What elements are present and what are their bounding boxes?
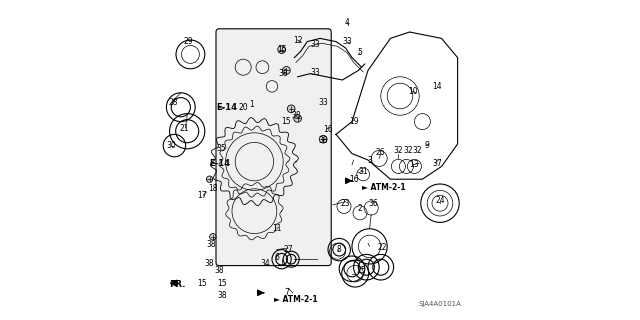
Text: 38: 38	[278, 69, 288, 78]
Text: 4: 4	[345, 18, 349, 27]
Text: 35: 35	[216, 144, 226, 153]
Text: 9: 9	[425, 141, 429, 150]
Text: ► ATM-2-1: ► ATM-2-1	[362, 183, 405, 192]
Text: 15: 15	[282, 117, 291, 126]
Text: 38: 38	[318, 136, 328, 145]
Text: 25: 25	[356, 266, 367, 275]
Text: 33: 33	[310, 40, 320, 49]
Text: 15: 15	[276, 45, 287, 54]
Text: 1: 1	[249, 100, 253, 108]
Text: 5: 5	[358, 48, 362, 57]
Text: 33: 33	[318, 98, 328, 107]
Text: 6: 6	[275, 253, 279, 262]
Text: 33: 33	[342, 37, 352, 46]
Text: 19: 19	[349, 117, 358, 126]
Text: 32: 32	[403, 146, 413, 155]
Circle shape	[210, 234, 216, 240]
Text: 38: 38	[214, 266, 224, 275]
Text: 16: 16	[349, 175, 358, 184]
Text: 26: 26	[376, 148, 386, 156]
Text: 33: 33	[310, 68, 320, 76]
Circle shape	[319, 135, 327, 143]
Text: 30: 30	[166, 141, 176, 150]
Text: 28: 28	[168, 98, 177, 107]
Text: 31: 31	[358, 167, 368, 176]
Text: E-14: E-14	[216, 103, 237, 112]
Text: 15: 15	[218, 279, 227, 288]
Circle shape	[206, 176, 212, 182]
Text: 32: 32	[394, 146, 403, 155]
Text: 36: 36	[368, 199, 378, 208]
Text: E-14: E-14	[210, 159, 230, 168]
Text: 17: 17	[196, 191, 207, 200]
Text: 8: 8	[337, 245, 342, 254]
Text: 22: 22	[378, 244, 387, 252]
Circle shape	[283, 67, 290, 74]
Text: 24: 24	[435, 196, 445, 204]
Text: 23: 23	[340, 199, 351, 208]
Text: 32: 32	[413, 146, 422, 155]
Text: 38: 38	[291, 111, 301, 120]
Text: 27: 27	[283, 245, 293, 254]
Text: 14: 14	[432, 82, 442, 91]
Text: 15: 15	[196, 279, 207, 288]
Text: 29: 29	[184, 37, 194, 46]
Circle shape	[294, 115, 301, 122]
Circle shape	[278, 46, 285, 53]
Text: ► ATM-2-1: ► ATM-2-1	[274, 295, 317, 304]
Text: 38: 38	[218, 292, 227, 300]
Text: 16: 16	[323, 125, 333, 134]
Text: 2: 2	[358, 204, 362, 212]
Text: 13: 13	[410, 160, 419, 169]
Text: 38: 38	[206, 240, 216, 249]
Text: 37: 37	[432, 159, 442, 168]
Text: 20: 20	[238, 103, 248, 112]
Text: 11: 11	[272, 224, 282, 233]
Text: 12: 12	[293, 36, 302, 44]
Text: 10: 10	[408, 87, 418, 96]
Text: 18: 18	[208, 184, 218, 193]
Text: 34: 34	[260, 260, 271, 268]
Text: 3: 3	[367, 156, 372, 164]
Text: 7: 7	[284, 288, 289, 297]
Text: FR.: FR.	[170, 280, 186, 289]
Text: 21: 21	[179, 124, 189, 132]
Text: SJA4A0101A: SJA4A0101A	[419, 301, 461, 307]
Text: 38: 38	[205, 260, 214, 268]
Circle shape	[287, 105, 295, 113]
FancyBboxPatch shape	[216, 29, 332, 266]
